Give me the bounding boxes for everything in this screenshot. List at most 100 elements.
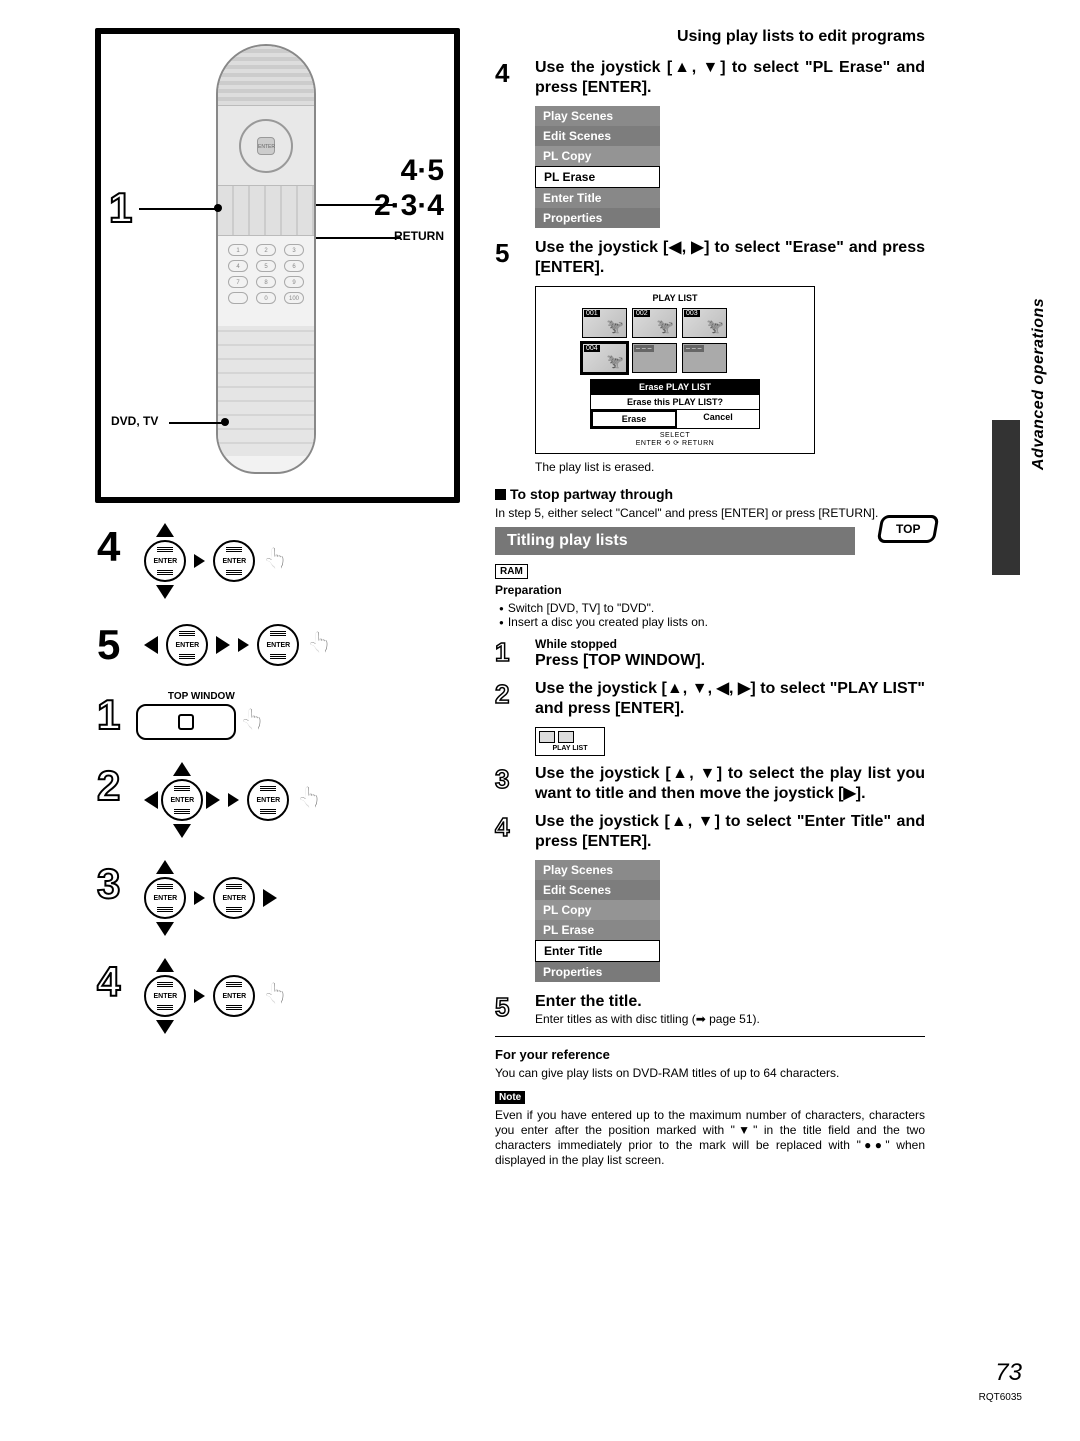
step-5-number: 5 <box>495 238 521 278</box>
erased-caption: The play list is erased. <box>535 460 925 474</box>
callout-2-3-4: 2·3·4 <box>374 189 444 223</box>
step-text: Use the joystick [▲, ▼] to select the pl… <box>535 764 925 804</box>
callout-4-5: 4·5 <box>401 154 444 188</box>
enter-dial-icon: ENTER <box>144 540 186 582</box>
hand-press-icon <box>307 632 333 658</box>
note-body: Even if you have entered up to the maxim… <box>495 1108 925 1168</box>
menu-item: PL Copy <box>535 900 660 920</box>
menu-item: Enter Title <box>535 188 660 208</box>
step-5-text: Use the joystick [◀, ▶] to select "Erase… <box>535 238 925 278</box>
arrow-down-icon <box>156 1020 174 1034</box>
step-text: Press [TOP WINDOW]. <box>535 651 925 671</box>
step-text: Enter the title. <box>535 992 925 1012</box>
top-window-label: TOP WINDOW <box>136 691 266 702</box>
prep-bullet: Switch [DVD, TV] to "DVD". <box>499 601 925 615</box>
step-number: 3 <box>97 860 120 907</box>
play-arrow-icon <box>194 554 205 568</box>
menu-item: Edit Scenes <box>535 880 660 900</box>
document-code: RQT6035 <box>979 1392 1022 1403</box>
menu-item-selected: PL Erase <box>535 166 660 188</box>
play-arrow-icon <box>228 793 239 807</box>
menu-enter-title: Play Scenes Edit Scenes PL Copy PL Erase… <box>535 860 660 982</box>
dvd-tv-label: DVD, TV <box>111 414 158 428</box>
enter-dial-icon: ENTER <box>257 624 299 666</box>
enter-dial-icon: ENTER <box>144 975 186 1017</box>
arrow-up-icon <box>156 860 174 874</box>
menu-item: Properties <box>535 208 660 228</box>
menu-item: Edit Scenes <box>535 126 660 146</box>
callout-1: 1 <box>109 184 132 232</box>
while-stopped-label: While stopped <box>535 637 925 651</box>
side-section-label: Advanced operations <box>1030 440 1048 470</box>
top-badge-icon: TOP <box>877 515 940 543</box>
hand-press-icon <box>263 983 289 1009</box>
menu-item: PL Copy <box>535 146 660 166</box>
mini-playlist-icon: PLAY LIST <box>535 727 605 756</box>
arrow-down-icon <box>156 922 174 936</box>
left-outline-step-4: 4 ENTER <box>95 956 460 1036</box>
step-4-number: 4 <box>495 58 521 98</box>
cancel-button: Cancel <box>677 410 759 428</box>
page-header: Using play lists to edit programs <box>677 28 925 46</box>
titling-step-3: 3 <box>495 764 521 804</box>
menu-item: Play Scenes <box>535 106 660 126</box>
playlist-screen: PLAY LIST 001🦖 002🦖 003🦖 004🦖 – – – – – … <box>535 286 815 454</box>
left-step-5: 5 ENTER ENTER <box>95 619 460 671</box>
enter-dial-icon: ENTER <box>213 540 255 582</box>
step-number: 1 <box>97 691 120 738</box>
play-arrow-icon <box>238 638 249 652</box>
ram-tag: RAM <box>495 564 528 579</box>
left-outline-step-1: 1 TOP WINDOW <box>95 689 460 742</box>
enter-dial-icon: ENTER <box>247 779 289 821</box>
remote-frame: ENTER 123 456 789 0100 1 4·5 2·3·4 RETUR… <box>95 28 460 503</box>
menu-item: Play Scenes <box>535 860 660 880</box>
return-label: RETURN <box>394 229 444 243</box>
side-tab <box>992 420 1020 575</box>
enter-dial-icon: ENTER <box>161 779 203 821</box>
step-number: 4 <box>97 523 120 570</box>
arrow-up-icon <box>156 958 174 972</box>
left-outline-step-3: 3 ENTER <box>95 858 460 938</box>
menu-pl-erase: Play Scenes Edit Scenes PL Copy PL Erase… <box>535 106 660 228</box>
play-arrow-icon <box>194 891 205 905</box>
hand-press-icon <box>297 787 323 813</box>
prep-bullet: Insert a disc you created play lists on. <box>499 615 925 629</box>
top-window-button-icon <box>136 704 236 740</box>
remote-control-illustration: ENTER 123 456 789 0100 <box>216 44 316 474</box>
arrow-right-icon <box>206 791 220 809</box>
step-number: 5 <box>97 621 120 668</box>
erase-button: Erase <box>591 410 677 428</box>
titling-step-2: 2 <box>495 679 521 719</box>
menu-item-selected: Enter Title <box>535 940 660 962</box>
arrow-right-icon <box>263 889 277 907</box>
hand-press-icon <box>263 548 289 574</box>
step-caption: Enter titles as with disc titling (➡ pag… <box>535 1012 925 1026</box>
enter-dial-icon: ENTER <box>144 877 186 919</box>
titling-step-4: 4 <box>495 812 521 852</box>
arrow-up-icon <box>173 762 191 776</box>
arrow-left-icon <box>144 636 158 654</box>
titling-step-1: 1 <box>495 637 521 671</box>
titling-step-5: 5 <box>495 992 521 1026</box>
reference-body: You can give play lists on DVD-RAM title… <box>495 1066 925 1081</box>
arrow-down-icon <box>173 824 191 838</box>
step-text: Use the joystick [▲, ▼] to select "Enter… <box>535 812 925 852</box>
remote-enter-button: ENTER <box>257 137 275 155</box>
preparation-heading: Preparation <box>495 583 925 597</box>
enter-dial-icon: ENTER <box>213 877 255 919</box>
enter-dial-icon: ENTER <box>213 975 255 1017</box>
page-number: 73 <box>995 1359 1022 1387</box>
erase-dialog: Erase PLAY LIST Erase this PLAY LIST? Er… <box>590 379 760 429</box>
titling-banner: Titling play lists TOP <box>495 527 925 555</box>
arrow-up-icon <box>156 523 174 537</box>
step-number: 4 <box>97 958 120 1005</box>
arrow-down-icon <box>156 585 174 599</box>
play-arrow-icon <box>194 989 205 1003</box>
arrow-right-icon <box>216 636 230 654</box>
stop-partway-heading: To stop partway through <box>495 486 925 502</box>
menu-item: PL Erase <box>535 920 660 940</box>
step-text: Use the joystick [▲, ▼, ◀, ▶] to select … <box>535 679 925 719</box>
step-4-text: Use the joystick [▲, ▼] to select "PL Er… <box>535 58 925 98</box>
stop-partway-body: In step 5, either select "Cancel" and pr… <box>495 506 925 521</box>
left-step-4: 4 ENTER <box>95 521 460 601</box>
